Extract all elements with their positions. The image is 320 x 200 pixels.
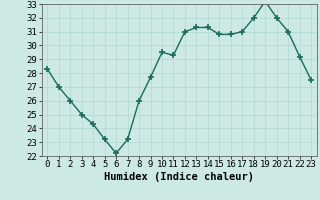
X-axis label: Humidex (Indice chaleur): Humidex (Indice chaleur) <box>104 172 254 182</box>
